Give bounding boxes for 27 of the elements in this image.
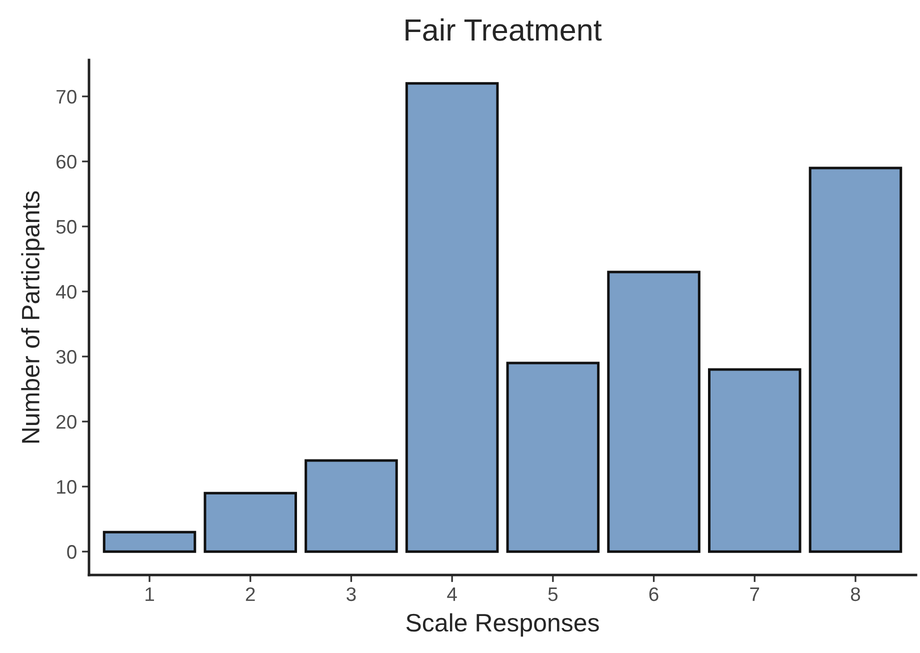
y-tick-label: 0 xyxy=(67,545,76,559)
bar xyxy=(808,166,902,553)
y-tick-label: 40 xyxy=(56,284,76,299)
bar xyxy=(506,362,600,553)
x-tick-label: 7 xyxy=(750,588,760,601)
bar xyxy=(405,82,499,553)
y-tick-label: 70 xyxy=(56,90,76,104)
chart-title: Fair Treatment xyxy=(406,18,602,41)
bar xyxy=(204,492,297,553)
bar xyxy=(708,368,802,553)
x-tick-label: 2 xyxy=(246,587,255,601)
x-axis-title: Scale Responses xyxy=(406,613,599,637)
x-tick-label: 6 xyxy=(649,587,658,602)
y-tick-label: 20 xyxy=(56,415,76,429)
bar xyxy=(607,270,700,553)
bar xyxy=(304,459,398,553)
y-tick-label: 30 xyxy=(56,350,76,364)
y-tick-label: 60 xyxy=(56,154,76,169)
x-tick-label: 8 xyxy=(850,587,860,602)
y-tick-label: 50 xyxy=(56,220,76,234)
x-tick-label: 1 xyxy=(146,588,154,601)
y-tick-label: 10 xyxy=(57,480,76,494)
bar xyxy=(102,530,196,553)
x-tick-label: 3 xyxy=(346,587,356,602)
x-tick-label: 5 xyxy=(548,588,558,602)
y-axis-title: Number of Participants xyxy=(21,191,44,443)
x-tick-label: 4 xyxy=(447,588,457,601)
